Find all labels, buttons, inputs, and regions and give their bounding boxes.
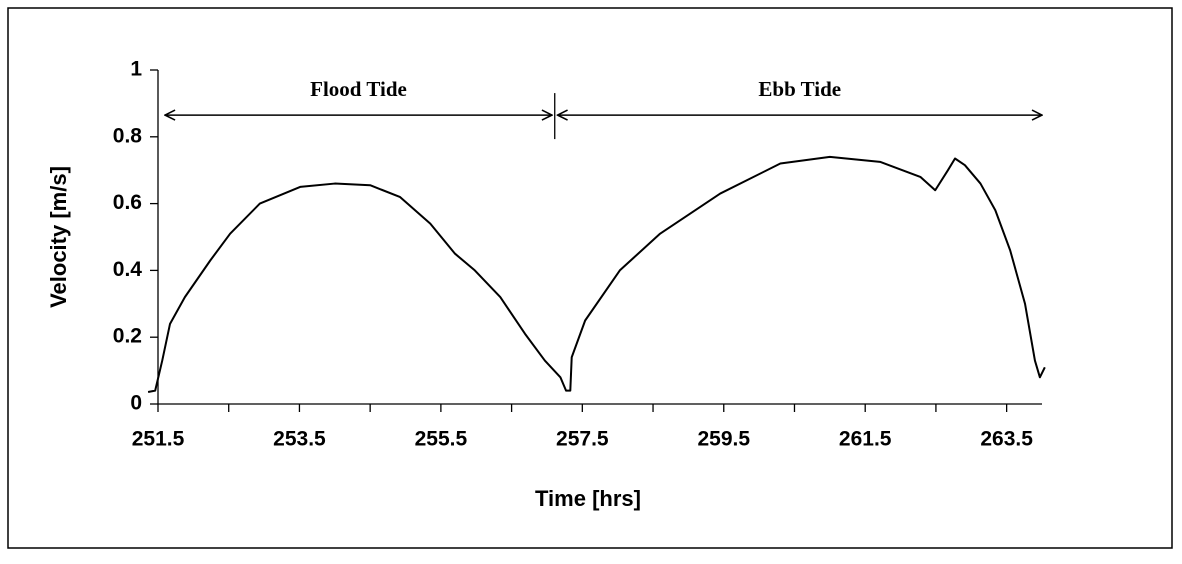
- y-tick-label: 0.4: [113, 258, 143, 281]
- y-axis-title: Velocity [m/s]: [46, 166, 71, 308]
- annotation-label: Flood Tide: [310, 77, 407, 101]
- y-tick-label: 1: [130, 58, 142, 81]
- x-tick-label: 261.5: [839, 428, 892, 451]
- x-tick-label: 263.5: [980, 428, 1033, 451]
- y-tick-label: 0.2: [113, 325, 142, 348]
- data-line: [147, 155, 1046, 393]
- x-tick-label: 257.5: [556, 428, 609, 451]
- x-tick-label: 255.5: [415, 428, 468, 451]
- x-tick-label: 253.5: [273, 428, 326, 451]
- x-tick-label: 251.5: [132, 428, 185, 451]
- x-axis-title: Time [hrs]: [535, 486, 641, 511]
- y-tick-label: 0.8: [113, 124, 143, 147]
- annotation-label: Ebb Tide: [758, 77, 841, 101]
- y-tick-label: 0.6: [113, 191, 142, 214]
- x-tick-label: 259.5: [697, 428, 750, 451]
- frame: [7, 7, 1173, 549]
- y-tick-label: 0: [130, 392, 142, 415]
